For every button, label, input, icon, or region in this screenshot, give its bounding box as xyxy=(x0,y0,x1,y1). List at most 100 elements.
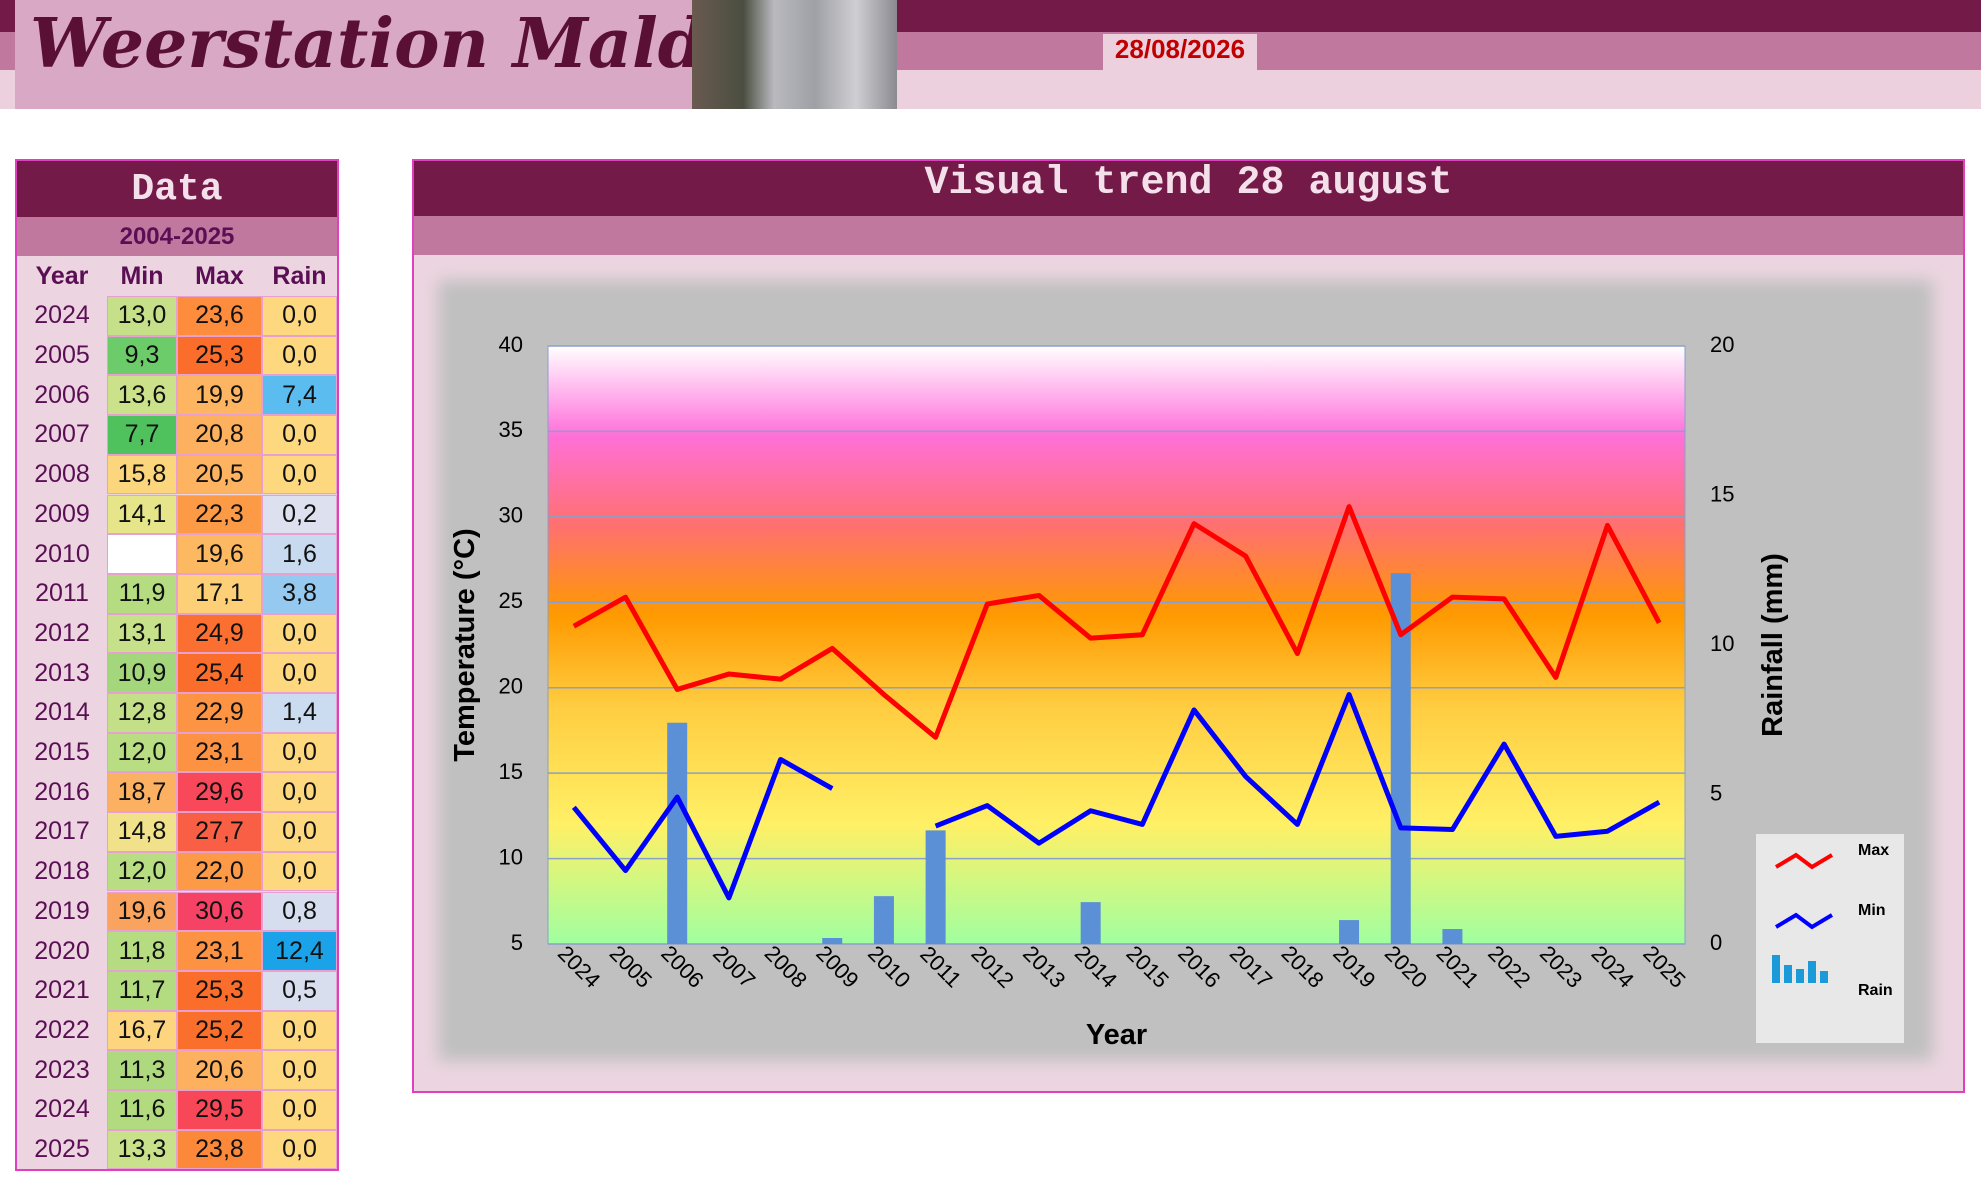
year-cell: 2008 xyxy=(34,460,90,489)
data-cell: 13,6 xyxy=(107,375,177,416)
column-header: Min xyxy=(120,261,164,290)
y-tick-label: 40 xyxy=(499,332,523,357)
bar xyxy=(873,896,894,944)
legend-box xyxy=(1756,834,1904,1043)
bar xyxy=(1080,902,1101,944)
data-cell: 25,3 xyxy=(177,335,262,376)
data-cell: 3,8 xyxy=(262,573,337,614)
data-cell: 0,0 xyxy=(262,1050,337,1090)
data-cell xyxy=(107,534,177,574)
legend-icon xyxy=(1774,852,1834,870)
column-header: Year xyxy=(35,261,89,290)
y2-tick-label: 15 xyxy=(1710,481,1734,506)
x-axis-label: Year xyxy=(1086,1019,1147,1051)
year-cell: 2009 xyxy=(34,499,90,528)
data-cell: 1,6 xyxy=(262,534,337,574)
year-cell: 2019 xyxy=(34,896,90,925)
legend-label: Min xyxy=(1858,902,1886,919)
data-panel: Data 2004-2025 Year Min Max Rain 2024 13,0 23,6 0… xyxy=(15,159,339,1171)
line xyxy=(571,756,834,901)
data-cell: 30,6 xyxy=(177,891,262,932)
data-cell: 13,3 xyxy=(107,1129,177,1170)
data-cell: 11,6 xyxy=(107,1090,177,1130)
data-cell: 0,0 xyxy=(262,296,337,336)
data-cell: 0,0 xyxy=(262,454,337,495)
data-cell: 11,3 xyxy=(107,1050,177,1090)
bar xyxy=(1390,573,1411,944)
bar xyxy=(925,830,946,944)
year-cell: 2023 xyxy=(34,1055,90,1084)
data-cell: 10,9 xyxy=(107,653,177,693)
data-cell: 29,5 xyxy=(177,1090,262,1130)
year-cell: 2020 xyxy=(34,936,90,965)
legend-icon xyxy=(1784,965,1792,983)
year-cell: 2013 xyxy=(34,658,90,687)
data-cell: 11,7 xyxy=(107,970,177,1011)
data-cell: 12,4 xyxy=(262,931,337,971)
data-cell: 11,8 xyxy=(107,931,177,971)
y2-tick-label: 20 xyxy=(1710,332,1734,357)
data-cell: 25,3 xyxy=(177,970,262,1011)
data-cell: 0,0 xyxy=(262,653,337,693)
y2-axis-label: Rainfall (mm) xyxy=(1757,553,1789,737)
data-cell: 1,4 xyxy=(262,693,337,733)
data-cell: 0,0 xyxy=(262,335,337,376)
data-cell: 15,8 xyxy=(107,454,177,495)
legend-label: Rain xyxy=(1858,982,1893,999)
title-box xyxy=(15,0,692,109)
bar xyxy=(667,722,688,944)
chart-title-bar xyxy=(414,161,1963,216)
y-tick-label: 15 xyxy=(499,759,523,784)
legend-icon xyxy=(1796,969,1804,983)
bar xyxy=(822,938,843,944)
data-cell: 23,1 xyxy=(177,732,262,773)
year-cell: 2015 xyxy=(34,738,90,767)
year-cell: 2024 xyxy=(34,1095,90,1124)
year-cell: 2018 xyxy=(34,857,90,886)
year-cell: 2005 xyxy=(34,341,90,370)
data-cell: 11,9 xyxy=(107,573,177,614)
y2-tick-label: 10 xyxy=(1710,631,1734,656)
data-cell: 19,6 xyxy=(107,891,177,932)
data-cell: 13,1 xyxy=(107,613,177,654)
data-cell: 23,1 xyxy=(177,931,262,971)
data-cell: 12,8 xyxy=(107,693,177,733)
data-cell: 0,0 xyxy=(262,1010,337,1051)
column-header: Rain xyxy=(272,261,327,290)
data-cell: 0,0 xyxy=(262,1129,337,1170)
data-cell: 0,2 xyxy=(262,494,337,535)
plot-area xyxy=(547,345,1686,945)
line xyxy=(572,504,1662,740)
bar xyxy=(1339,920,1360,944)
photo xyxy=(692,0,897,109)
line xyxy=(934,692,1661,846)
data-cell: 0,0 xyxy=(262,851,337,892)
data-cell: 14,1 xyxy=(107,494,177,535)
data-cell: 0,0 xyxy=(262,732,337,773)
legend-icon xyxy=(1774,912,1834,930)
legend-icon xyxy=(1772,955,1780,983)
data-cell: 25,4 xyxy=(177,653,262,693)
year-cell: 2007 xyxy=(34,420,90,449)
data-cell: 0,8 xyxy=(262,891,337,932)
data-cell: 7,4 xyxy=(262,375,337,416)
y2-tick-label: 0 xyxy=(1710,930,1722,955)
data-cell: 19,6 xyxy=(177,534,262,574)
year-cell: 2011 xyxy=(35,579,89,608)
bar xyxy=(1442,929,1463,944)
data-cell: 0,0 xyxy=(262,415,337,455)
y-tick-label: 10 xyxy=(499,844,523,869)
data-cell: 29,6 xyxy=(177,772,262,813)
legend-label: Max xyxy=(1858,842,1889,859)
data-cell: 13,0 xyxy=(107,296,177,336)
data-cell: 0,0 xyxy=(262,812,337,852)
y2-tick-label: 5 xyxy=(1710,780,1722,805)
data-cell: 12,0 xyxy=(107,732,177,773)
data-cell: 20,5 xyxy=(177,454,262,495)
y-tick-label: 35 xyxy=(499,417,523,442)
data-cell: 25,2 xyxy=(177,1010,262,1051)
chart-subbar xyxy=(414,216,1963,255)
data-cell: 17,1 xyxy=(177,573,262,614)
data-period: 2004-2025 xyxy=(17,217,337,256)
